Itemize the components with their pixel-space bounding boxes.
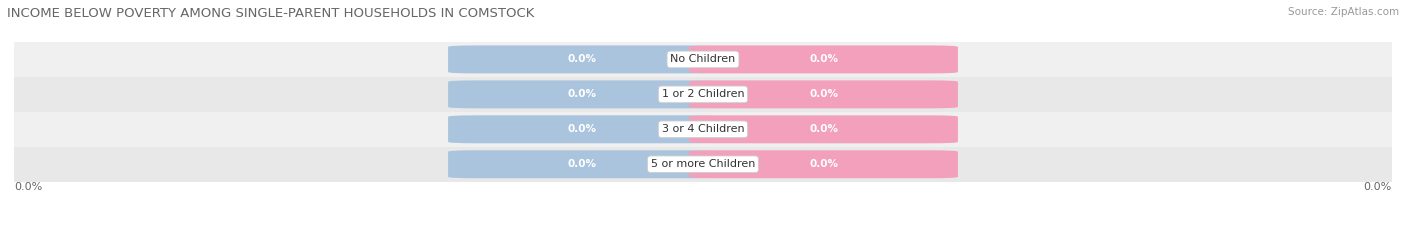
FancyBboxPatch shape: [14, 42, 1392, 77]
Text: 0.0%: 0.0%: [808, 55, 838, 64]
FancyBboxPatch shape: [689, 45, 957, 73]
Legend: Single Father, Single Mother: Single Father, Single Mother: [600, 230, 806, 233]
FancyBboxPatch shape: [689, 80, 957, 108]
Text: INCOME BELOW POVERTY AMONG SINGLE-PARENT HOUSEHOLDS IN COMSTOCK: INCOME BELOW POVERTY AMONG SINGLE-PARENT…: [7, 7, 534, 20]
FancyBboxPatch shape: [449, 45, 717, 73]
Text: 0.0%: 0.0%: [568, 124, 598, 134]
FancyBboxPatch shape: [449, 150, 717, 178]
FancyBboxPatch shape: [14, 147, 1392, 182]
Text: 1 or 2 Children: 1 or 2 Children: [662, 89, 744, 99]
Text: 0.0%: 0.0%: [568, 159, 598, 169]
Text: 0.0%: 0.0%: [808, 159, 838, 169]
Text: 5 or more Children: 5 or more Children: [651, 159, 755, 169]
Text: Source: ZipAtlas.com: Source: ZipAtlas.com: [1288, 7, 1399, 17]
Text: 0.0%: 0.0%: [568, 89, 598, 99]
Text: No Children: No Children: [671, 55, 735, 64]
Text: 0.0%: 0.0%: [808, 89, 838, 99]
Text: 0.0%: 0.0%: [568, 55, 598, 64]
Text: 0.0%: 0.0%: [808, 124, 838, 134]
FancyBboxPatch shape: [689, 115, 957, 143]
FancyBboxPatch shape: [449, 115, 717, 143]
FancyBboxPatch shape: [449, 80, 717, 108]
FancyBboxPatch shape: [689, 150, 957, 178]
Text: 3 or 4 Children: 3 or 4 Children: [662, 124, 744, 134]
FancyBboxPatch shape: [14, 112, 1392, 147]
FancyBboxPatch shape: [14, 77, 1392, 112]
Text: 0.0%: 0.0%: [1364, 182, 1392, 192]
Text: 0.0%: 0.0%: [14, 182, 42, 192]
